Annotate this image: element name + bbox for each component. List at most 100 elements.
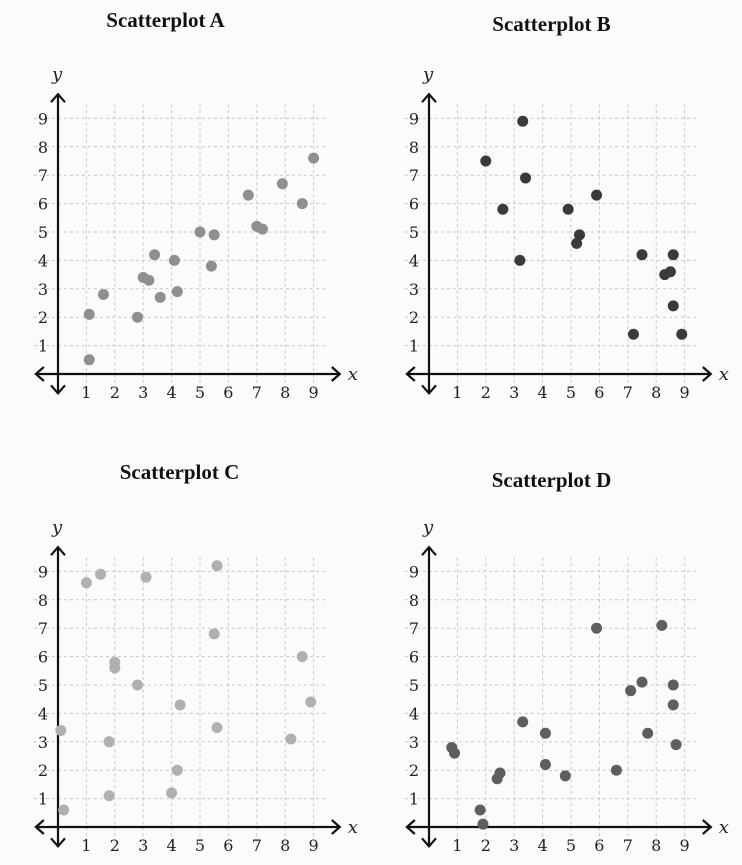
data-point: [103, 790, 115, 802]
data-point: [166, 787, 178, 799]
x-tick-label: 8: [280, 836, 290, 855]
x-tick-label: 4: [538, 383, 548, 402]
y-tick-label: 7: [409, 619, 419, 638]
data-points: [55, 560, 317, 816]
x-axis-label: x: [348, 817, 358, 838]
data-point: [296, 198, 308, 210]
axes: [405, 92, 713, 395]
data-point: [171, 764, 183, 776]
y-tick-label: 3: [409, 280, 419, 299]
y-axis-arrow-up: [421, 545, 437, 556]
x-tick-label: 5: [566, 383, 576, 402]
chart-title: Scatterplot B: [492, 12, 611, 36]
chart-title: Scatterplot A: [106, 8, 225, 32]
x-tick-label: 5: [566, 836, 576, 855]
axes: [34, 545, 342, 848]
data-point: [194, 226, 206, 238]
data-point: [494, 767, 506, 779]
data-point: [539, 727, 551, 739]
y-tick-label: 8: [409, 591, 419, 610]
x-axis-label: x: [719, 364, 729, 385]
data-point: [154, 291, 166, 303]
data-point: [55, 724, 67, 736]
y-tick-label: 9: [38, 109, 48, 128]
y-tick-label: 4: [409, 704, 419, 723]
data-point: [211, 722, 223, 734]
grid: [33, 557, 328, 849]
y-tick-label: 4: [38, 251, 48, 270]
data-point: [109, 662, 121, 674]
x-axis-arrow-left: [405, 366, 416, 382]
axes: [405, 545, 713, 848]
data-point: [208, 628, 220, 640]
data-point: [636, 249, 648, 261]
data-point: [103, 736, 115, 748]
data-points: [480, 115, 688, 340]
x-axis-arrow-right: [331, 366, 342, 382]
data-point: [296, 651, 308, 663]
y-axis-label: y: [51, 517, 63, 538]
data-point: [477, 818, 489, 830]
x-tick-label: 6: [594, 383, 604, 402]
data-point: [83, 308, 95, 320]
y-tick-label: 8: [38, 591, 48, 610]
y-tick-label: 6: [38, 648, 48, 667]
data-point: [242, 189, 254, 201]
y-tick-label: 7: [38, 166, 48, 185]
grid: [404, 104, 699, 396]
x-axis-arrow-left: [405, 819, 416, 835]
y-tick-label: 6: [409, 195, 419, 214]
y-tick-label: 5: [38, 223, 48, 242]
data-point: [559, 770, 571, 782]
y-axis-label: y: [422, 64, 434, 85]
x-axis-arrow-left: [34, 366, 45, 382]
data-point: [132, 311, 144, 323]
data-point: [574, 229, 586, 241]
x-tick-label: 5: [195, 836, 205, 855]
x-tick-label: 7: [623, 383, 633, 402]
y-tick-label: 8: [38, 138, 48, 157]
y-tick-label: 3: [409, 733, 419, 752]
data-point: [480, 155, 492, 167]
data-point: [83, 354, 95, 366]
y-axis-label: y: [51, 64, 63, 85]
data-point: [676, 328, 688, 340]
x-tick-label: 6: [594, 836, 604, 855]
x-tick-label: 3: [138, 836, 148, 855]
y-tick-label: 2: [409, 308, 419, 327]
data-point: [140, 571, 152, 583]
data-point: [174, 699, 186, 711]
data-point: [625, 685, 637, 697]
data-point: [667, 300, 679, 312]
y-tick-label: 2: [409, 761, 419, 780]
y-axis-arrow-up: [50, 92, 66, 103]
data-point: [667, 249, 679, 261]
data-point: [97, 288, 109, 300]
data-point: [256, 223, 268, 235]
data-point: [591, 189, 603, 201]
x-tick-label: 7: [623, 836, 633, 855]
x-tick-label: 1: [452, 836, 462, 855]
x-tick-label: 4: [538, 836, 548, 855]
x-axis-arrow-right: [702, 819, 713, 835]
y-tick-label: 4: [38, 704, 48, 723]
x-tick-label: 8: [651, 383, 661, 402]
y-tick-label: 6: [38, 195, 48, 214]
data-point: [171, 286, 183, 298]
data-point: [58, 804, 70, 816]
data-point: [497, 203, 509, 215]
data-point: [449, 747, 461, 759]
data-point: [95, 568, 107, 580]
y-tick-label: 2: [38, 308, 48, 327]
x-tick-label: 7: [252, 383, 262, 402]
x-axis-label: x: [348, 364, 358, 385]
y-tick-label: 9: [409, 109, 419, 128]
data-point: [132, 679, 144, 691]
